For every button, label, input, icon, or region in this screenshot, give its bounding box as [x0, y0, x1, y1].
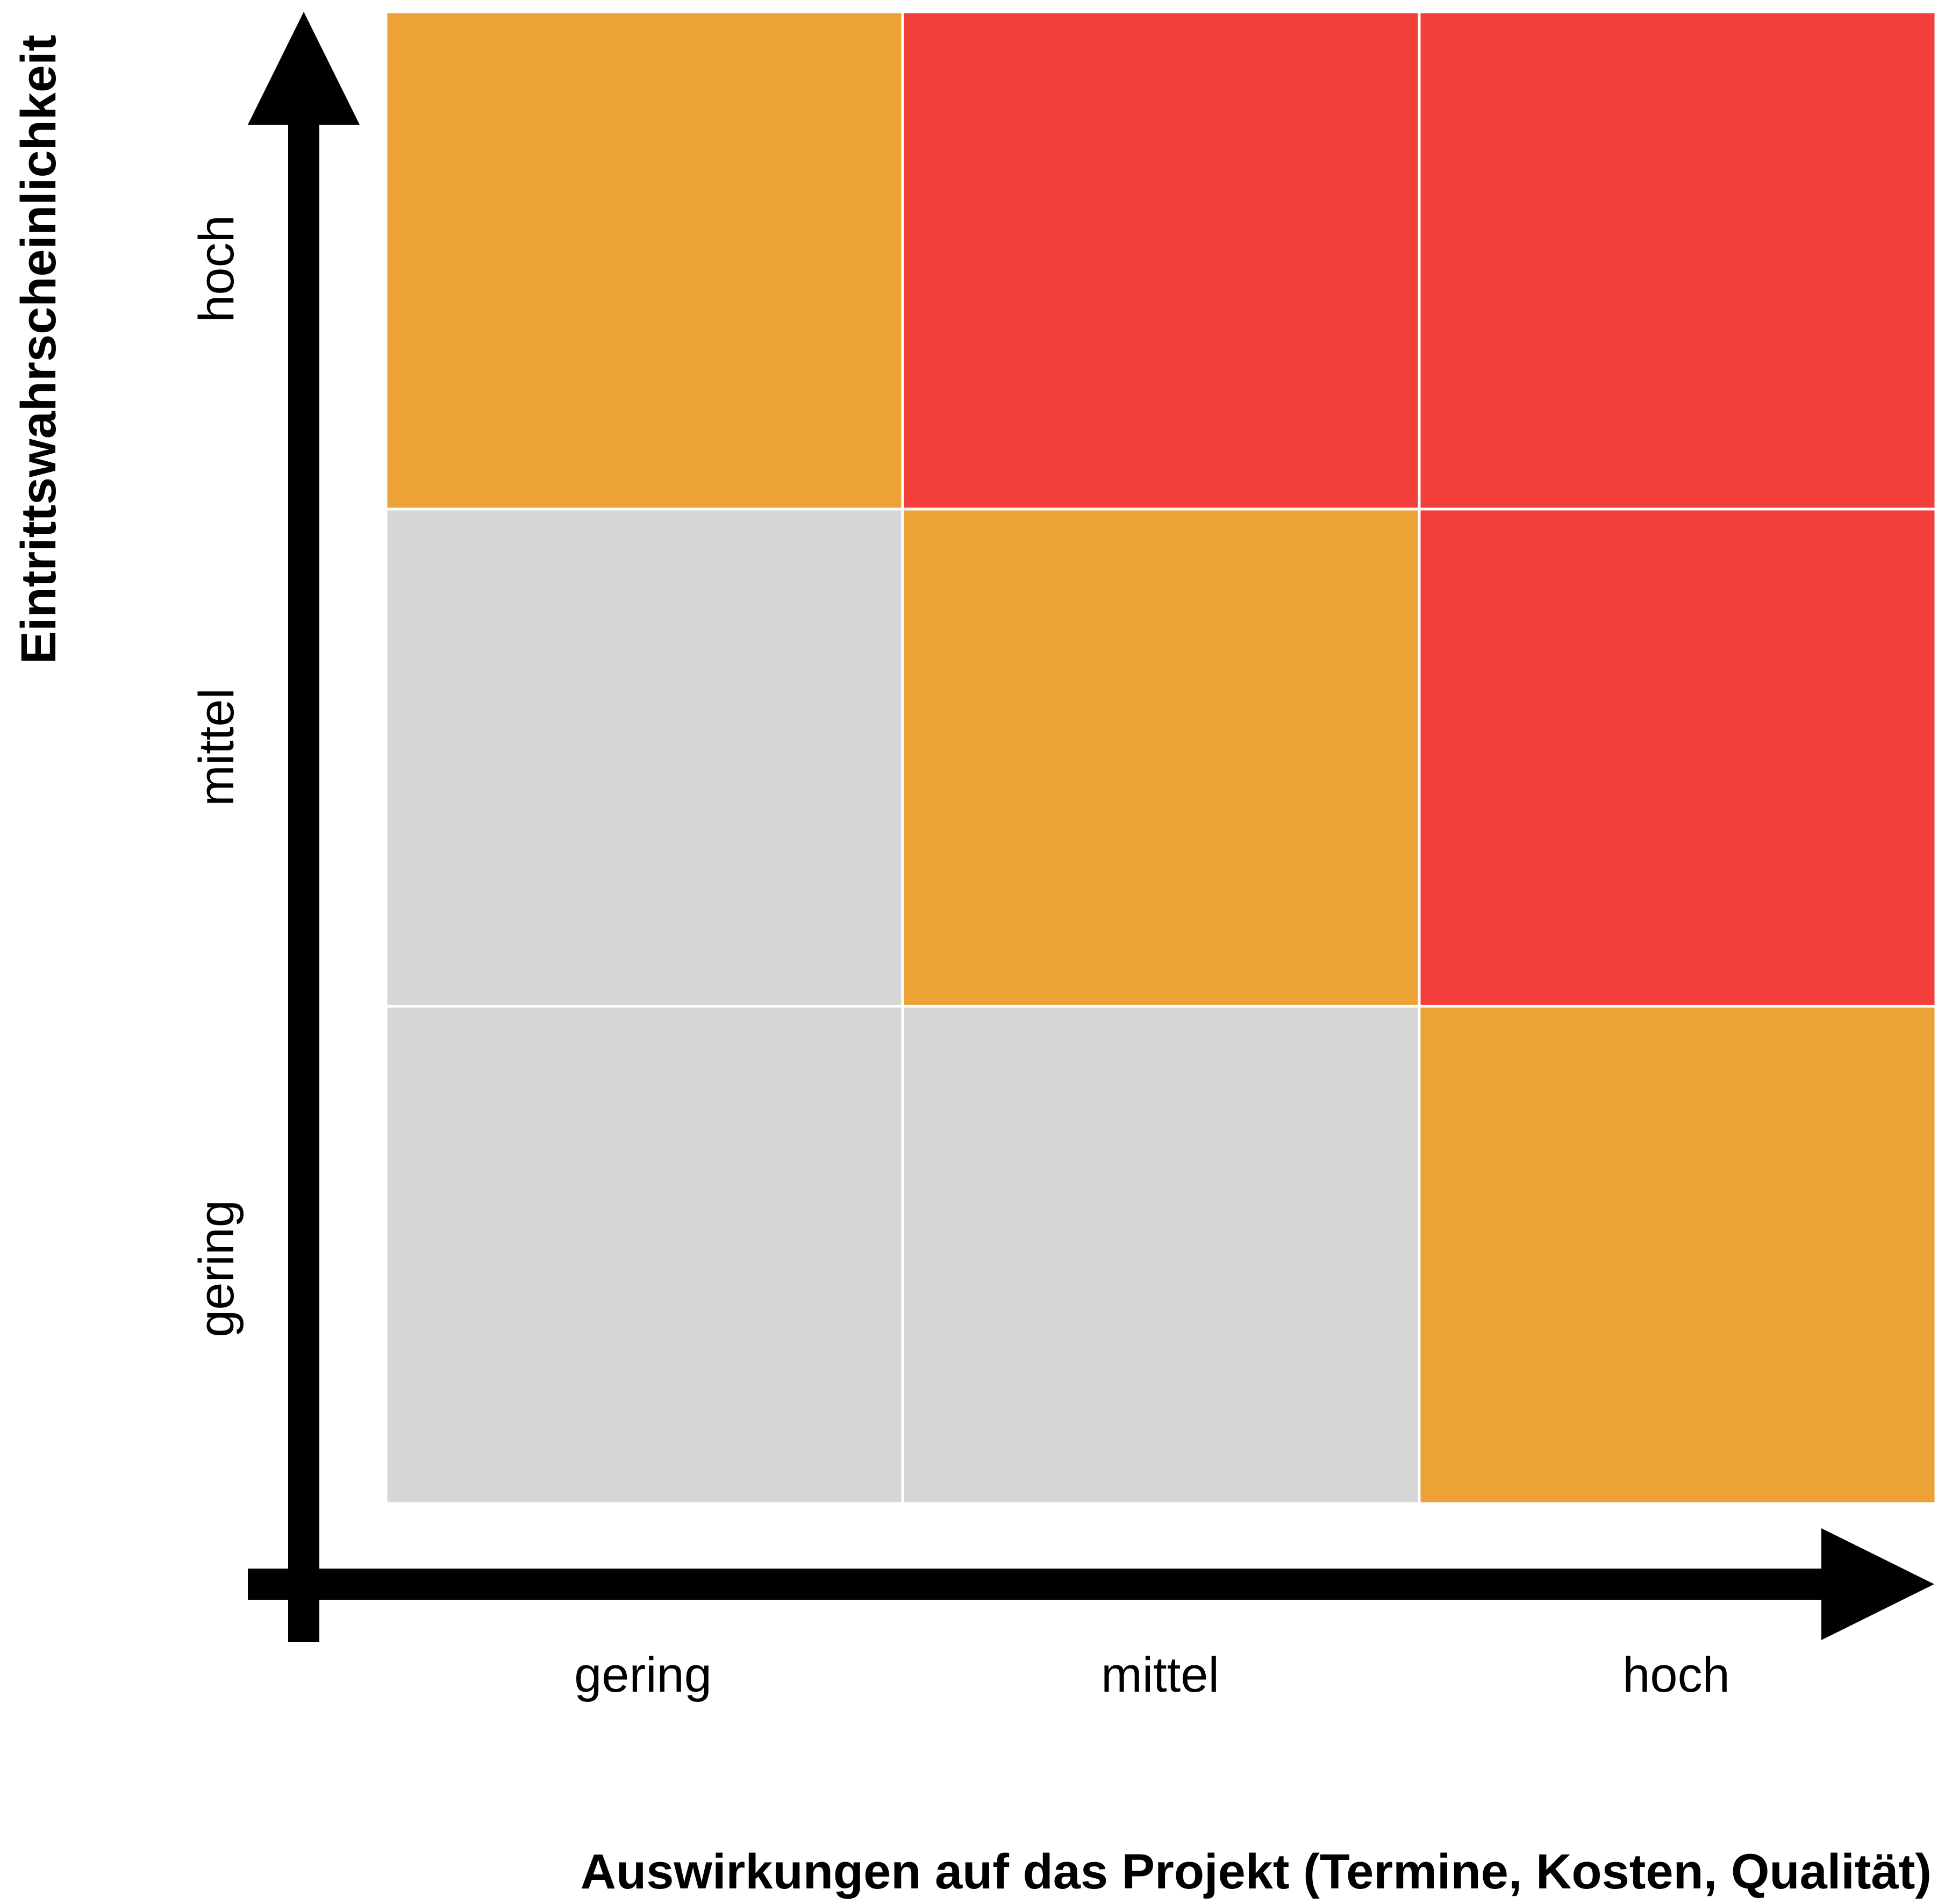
x-axis-title: Auswirkungen auf das Projekt (Termine, K…: [580, 1844, 1932, 1899]
matrix-cell-red: [901, 10, 1421, 511]
matrix-cell-grey: [901, 1005, 1421, 1505]
x-axis-arrowhead: [1821, 1528, 1934, 1640]
y-axis-title: Eintrittswahrscheinlichkeit: [11, 34, 66, 664]
matrix-cell-orange: [901, 507, 1421, 1008]
matrix-cell-orange: [384, 10, 904, 511]
y-tick-label: gering: [189, 1200, 244, 1337]
x-tick-label: gering: [574, 1648, 712, 1702]
y-tick-label: hoch: [189, 215, 244, 323]
matrix-cells: [384, 10, 1937, 1505]
y-axis-line: [288, 121, 319, 1642]
matrix-cell-red: [1418, 10, 1937, 511]
y-axis-arrowhead: [248, 12, 360, 125]
matrix-cell-red: [1418, 507, 1937, 1008]
y-axis-arrow: [248, 12, 360, 1642]
y-tick-label: mittel: [189, 688, 244, 806]
x-axis-line: [248, 1569, 1831, 1600]
matrix-cell-grey: [384, 507, 904, 1008]
x-axis-arrow: [248, 1528, 1934, 1640]
matrix-cell-orange: [1418, 1005, 1937, 1505]
x-tick-label: hoch: [1622, 1648, 1730, 1702]
x-tick-label: mittel: [1101, 1648, 1219, 1702]
matrix-cell-grey: [384, 1005, 904, 1505]
